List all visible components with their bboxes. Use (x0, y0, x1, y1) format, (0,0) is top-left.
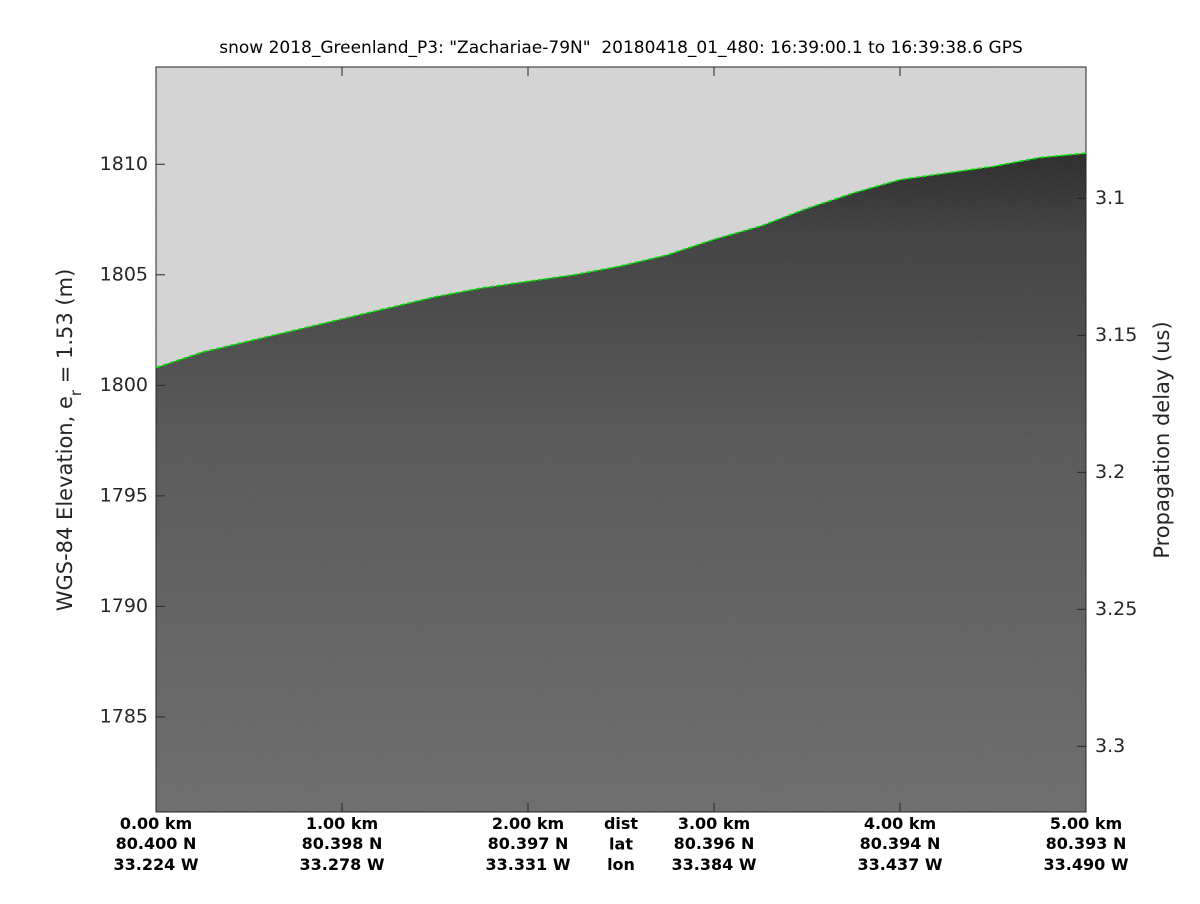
x-tick-label: 3.00 km (678, 814, 750, 833)
lat-label: 80.393 N (1046, 834, 1127, 853)
x-tick-label: 2.00 km (492, 814, 564, 833)
y-tick-label: 1805 (100, 263, 148, 285)
noise-texture (156, 67, 1086, 812)
lat-label: 80.398 N (302, 834, 383, 853)
x-tick-label: 0.00 km (120, 814, 192, 833)
row-label: lon (607, 855, 635, 874)
y-label-subscript: r (67, 389, 85, 396)
row-label: dist (604, 814, 638, 833)
y2-tick-label: 3.3 (1095, 735, 1125, 757)
y-label-part: WGS-84 Elevation, e (53, 396, 77, 611)
lon-label: 33.278 W (300, 855, 385, 874)
y-tick-label: 1785 (100, 705, 148, 727)
plot-frame (155, 66, 1087, 813)
y2-tick-label: 3.2 (1095, 461, 1125, 483)
y-tick-label: 1790 (100, 595, 148, 617)
lon-label: 33.490 W (1044, 855, 1129, 874)
x-tick-label: 1.00 km (306, 814, 378, 833)
lon-label: 33.437 W (858, 855, 943, 874)
lat-label: 80.394 N (860, 834, 941, 853)
lat-label: 80.396 N (674, 834, 755, 853)
lat-label: 80.397 N (488, 834, 569, 853)
x-tick-label: 4.00 km (864, 814, 936, 833)
y-label-part: = 1.53 (m) (53, 269, 77, 390)
lon-label: 33.331 W (486, 855, 571, 874)
y-tick-label: 1795 (100, 484, 148, 506)
y-tick-label: 1800 (100, 374, 148, 396)
lon-label: 33.224 W (114, 855, 199, 874)
lat-label: 80.400 N (116, 834, 197, 853)
x-tick-label: 5.00 km (1050, 814, 1122, 833)
y2-tick-label: 3.1 (1095, 187, 1125, 209)
lon-label: 33.384 W (672, 855, 757, 874)
y-axis-label: WGS-84 Elevation, er = 1.53 (m) (53, 269, 85, 612)
y-tick-label: 1810 (100, 153, 148, 175)
y2-axis-label: Propagation delay (us) (1150, 321, 1174, 558)
row-label: lat (609, 835, 633, 854)
chart-title: snow 2018_Greenland_P3: "Zachariae-79N" … (219, 38, 1022, 58)
y2-tick-label: 3.15 (1095, 324, 1137, 346)
y2-tick-label: 3.25 (1095, 598, 1137, 620)
surface-line (155, 152, 1087, 369)
